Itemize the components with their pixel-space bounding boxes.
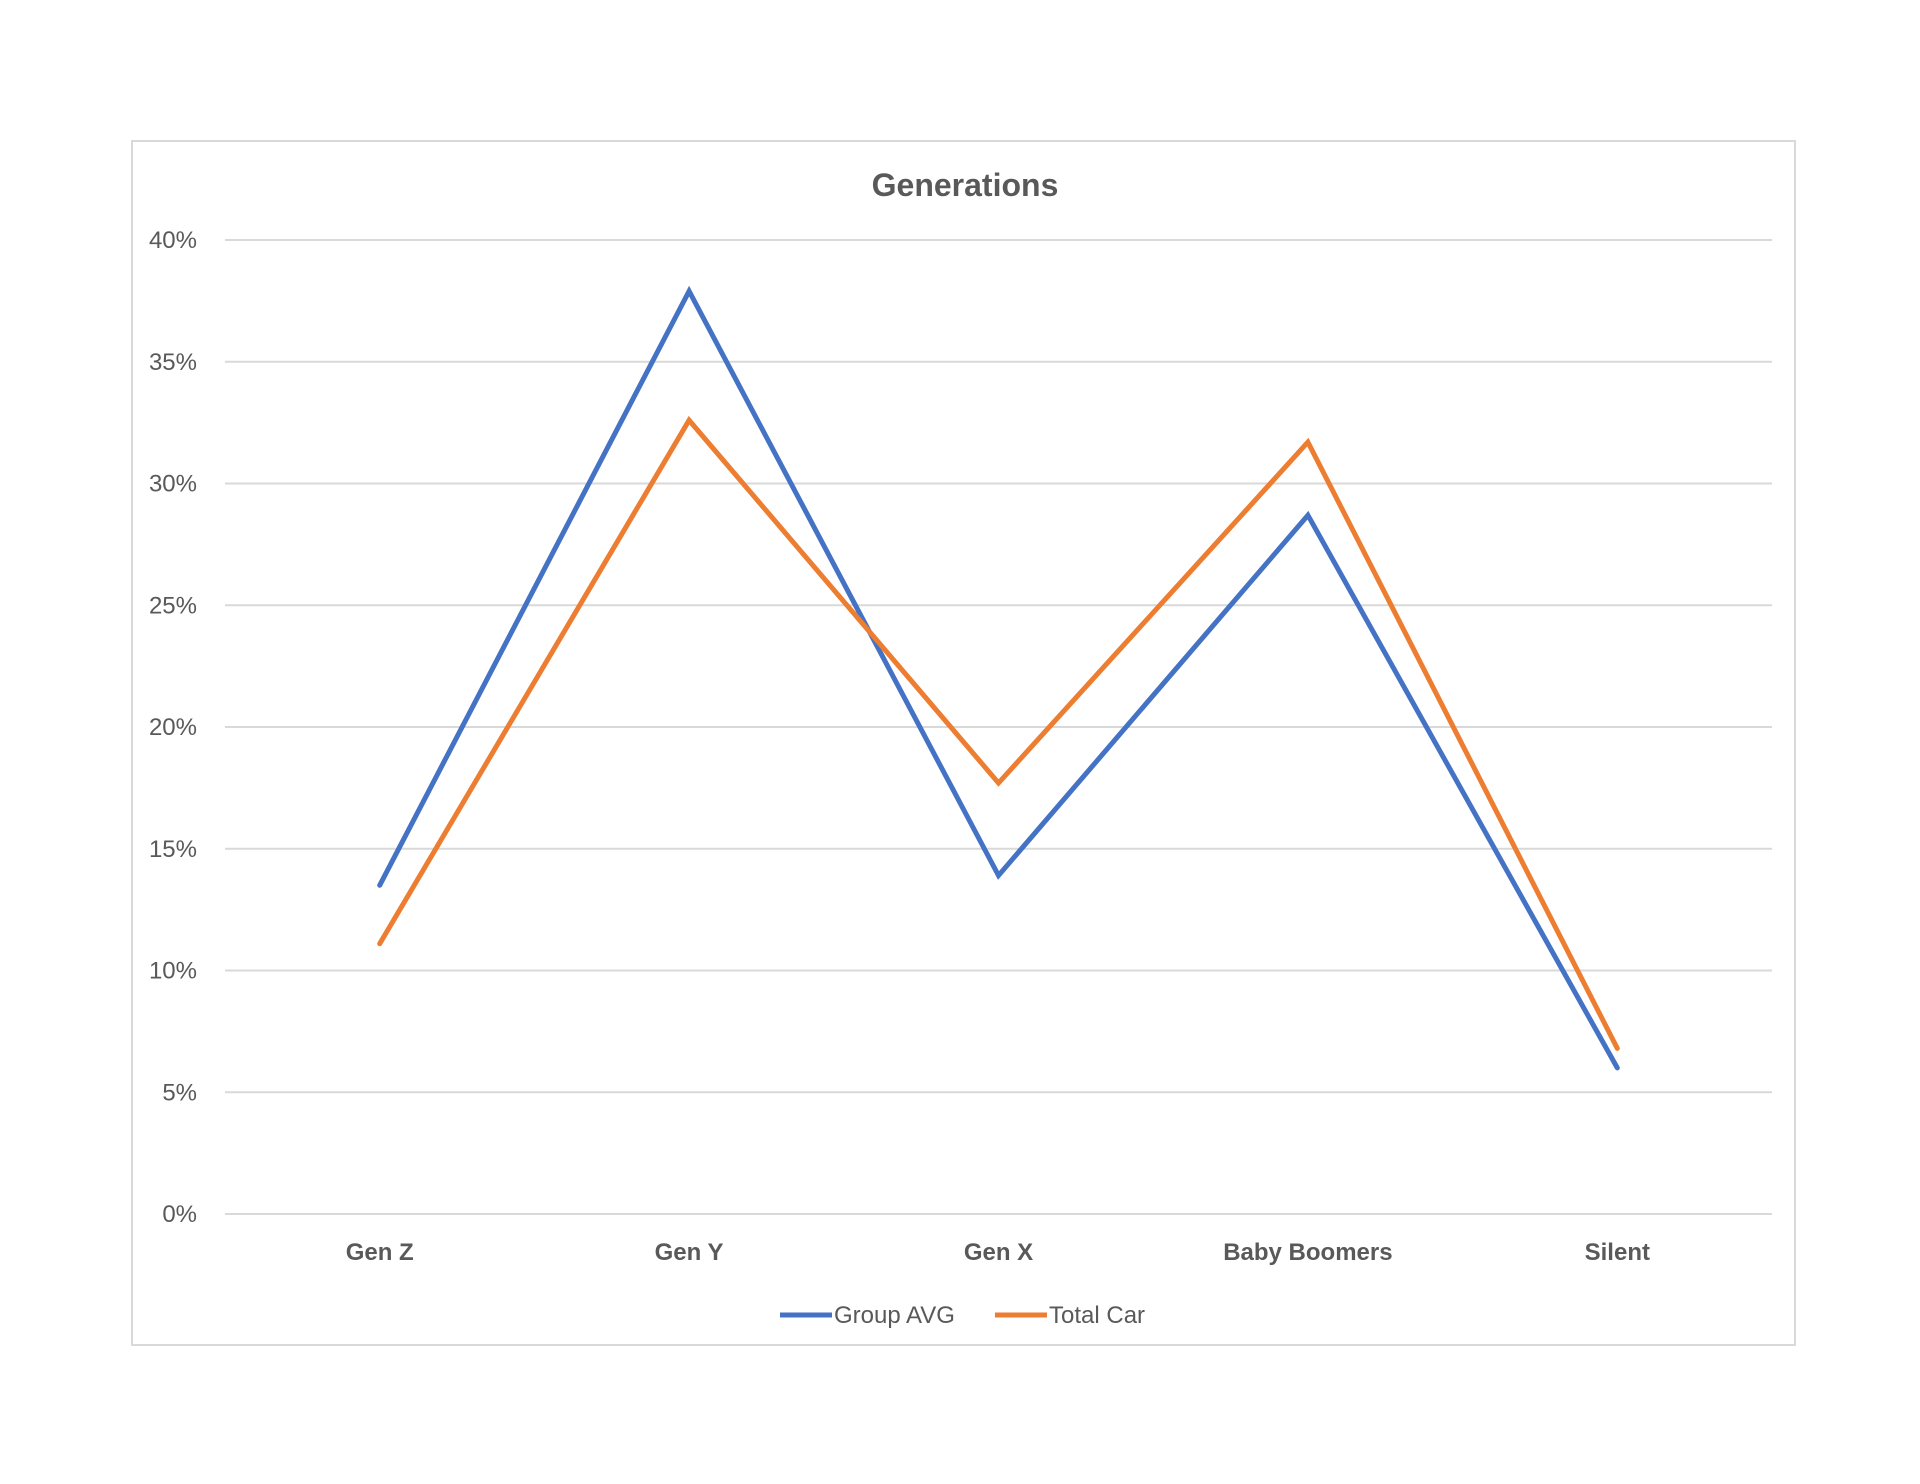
x-axis-ticks: Gen Z Gen Y Gen X Baby Boomers Silent bbox=[346, 1239, 1650, 1266]
y-tick-label: 10% bbox=[149, 958, 197, 985]
y-tick-label: 0% bbox=[162, 1201, 197, 1228]
x-tick-label: Silent bbox=[1585, 1239, 1650, 1266]
y-axis-ticks: 0% 5% 10% 15% 20% 25% 30% 35% 40% bbox=[149, 227, 197, 1228]
x-tick-label: Gen X bbox=[964, 1239, 1033, 1266]
legend-label: Group AVG bbox=[834, 1302, 955, 1329]
gridlines bbox=[225, 239, 1772, 1215]
y-tick-label: 15% bbox=[149, 836, 197, 863]
x-tick-label: Baby Boomers bbox=[1223, 1239, 1392, 1266]
y-tick-label: 35% bbox=[149, 349, 197, 376]
x-tick-label: Gen Y bbox=[655, 1239, 724, 1266]
y-tick-label: 30% bbox=[149, 471, 197, 498]
y-tick-label: 40% bbox=[149, 227, 197, 254]
y-tick-label: 20% bbox=[149, 714, 197, 741]
series-lines bbox=[377, 285, 1620, 1071]
x-tick-label: Gen Z bbox=[346, 1239, 414, 1266]
y-tick-label: 5% bbox=[162, 1079, 197, 1106]
chart-title: Generations bbox=[872, 167, 1059, 203]
y-tick-label: 25% bbox=[149, 592, 197, 619]
series-line-group-avg bbox=[377, 285, 1620, 1071]
series-line-total-car bbox=[377, 415, 1620, 1051]
legend-label: Total Car bbox=[1049, 1302, 1145, 1329]
legend: Group AVG Total Car bbox=[780, 1302, 1145, 1329]
